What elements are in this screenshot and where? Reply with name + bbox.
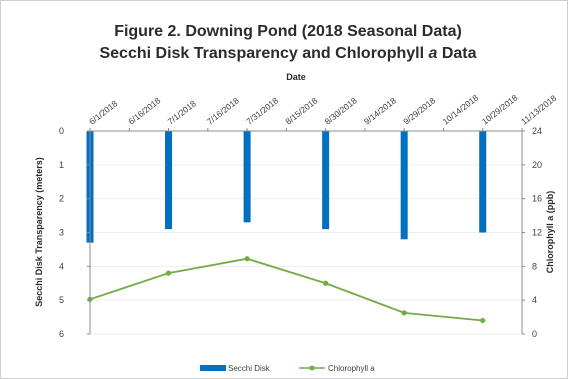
left-axis-ticks: 0 1 2 3 4 5 6 (59, 126, 90, 339)
right-tick-label: 20 (532, 160, 542, 170)
x-axis-label: Date (286, 72, 306, 82)
point-chlorophyll (165, 270, 172, 276)
left-tick-label: 0 (59, 126, 64, 136)
chart-title-line2-italic: a (428, 45, 437, 62)
right-axis-title: Chlorophyll a (ppb) (545, 191, 555, 274)
legend-marker-chlorophyll (309, 365, 315, 371)
bar-secchi (165, 131, 173, 230)
left-axis-title: Secchi Disk Transparency (meters) (34, 157, 44, 307)
right-tick-label: 0 (532, 329, 537, 339)
bar-secchi (400, 131, 408, 240)
left-tick-label: 2 (59, 194, 64, 204)
point-chlorophyll (323, 280, 329, 286)
chart-title-line1: Figure 2. Downing Pond (2018 Seasonal Da… (114, 23, 462, 40)
legend: Secchi Disk Chlorophyll a (200, 364, 375, 373)
point-chlorophyll (480, 317, 486, 324)
chart-title-line2: Secchi Disk Transparency and Chlorophyll… (99, 45, 476, 62)
legend-label-secchi: Secchi Disk (228, 364, 271, 373)
chart-title-line2-pre: Secchi Disk Transparency and Chlorophyll (99, 45, 428, 62)
left-tick-label: 4 (59, 261, 64, 271)
right-tick-label: 16 (532, 194, 542, 204)
bar-secchi (479, 131, 487, 233)
right-tick-label: 24 (532, 126, 542, 136)
chlorophyll-series (87, 256, 486, 324)
point-chlorophyll (244, 256, 250, 262)
legend-swatch-secchi (200, 365, 226, 371)
left-tick-label: 3 (59, 228, 64, 238)
chart-title-line2-post: Data (437, 45, 476, 62)
left-tick-label: 1 (59, 160, 64, 170)
right-tick-label: 12 (532, 228, 542, 238)
right-axis-ticks: 0 4 8 12 16 20 24 (522, 126, 542, 339)
right-tick-label: 4 (532, 295, 537, 305)
legend-label-chlorophyll: Chlorophyll a (328, 364, 375, 373)
bar-secchi (243, 131, 251, 223)
bar-secchi (322, 131, 330, 230)
line-chlorophyll (89, 257, 483, 322)
left-tick-label: 6 (59, 329, 64, 339)
left-tick-label: 5 (59, 295, 64, 305)
right-tick-label: 8 (532, 261, 537, 271)
point-chlorophyll (401, 310, 407, 316)
